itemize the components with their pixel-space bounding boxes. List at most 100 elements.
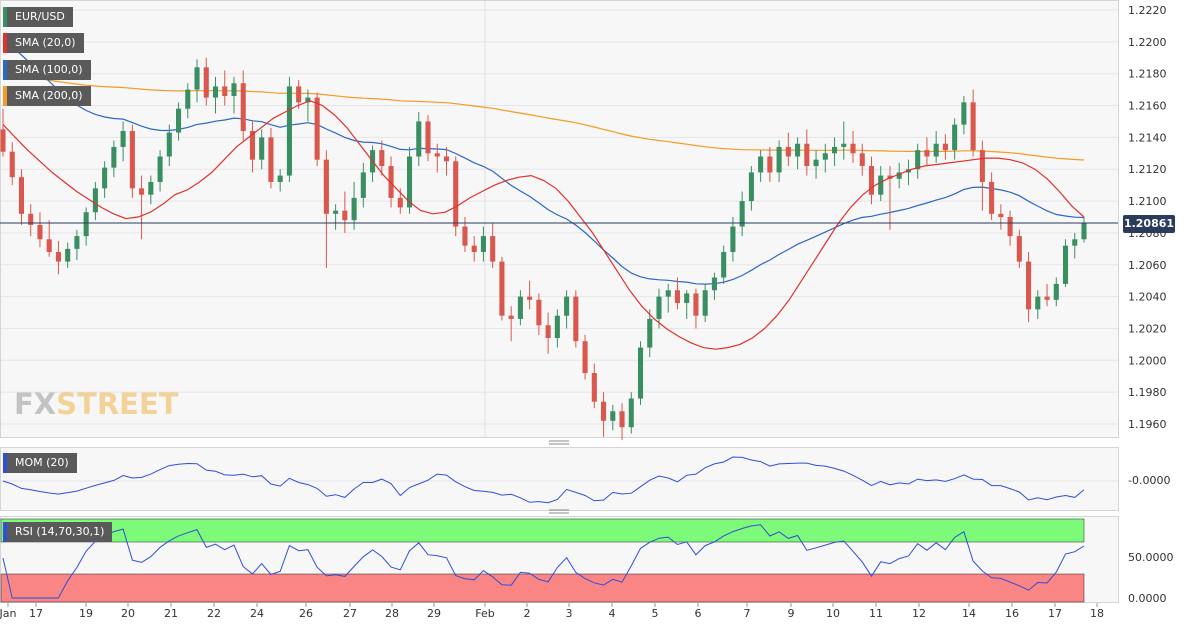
legend-sma20-label: SMA (20,0) (15, 36, 76, 49)
legend-sma20[interactable]: SMA (20,0) (3, 33, 84, 53)
candle-body (767, 156, 773, 173)
candle-body (924, 150, 930, 157)
candle-body (619, 411, 625, 428)
candle-body (517, 296, 523, 319)
candle-body (850, 143, 856, 154)
time-tick-label: 19 (79, 607, 93, 620)
candle-body (28, 213, 34, 225)
time-tick-label: 21 (164, 607, 178, 620)
candle-body (1016, 236, 1022, 262)
candle-body (379, 150, 385, 167)
time-tick-label: 7 (744, 607, 751, 620)
candle-body (684, 293, 690, 303)
sma200-line-group (2, 73, 1085, 161)
candle-body (508, 315, 514, 319)
legend-symbol-label: EUR/USD (15, 10, 65, 23)
candle-body (37, 224, 43, 240)
candle-body (1007, 217, 1013, 237)
candle-body (74, 236, 80, 249)
candle-body (388, 166, 394, 198)
mom-swatch (3, 453, 7, 473)
candle-body (878, 175, 884, 195)
current-price-tag: 1.20861 (1123, 215, 1175, 233)
time-tick-label: 3 (566, 607, 573, 620)
legend-mom[interactable]: MOM (20) (3, 453, 77, 473)
candle-body (536, 299, 542, 326)
candle-body (323, 159, 329, 214)
candle-body (795, 143, 801, 157)
time-tick-label: Feb (475, 607, 494, 620)
candle-body (471, 245, 477, 253)
time-tick-label: 16 (1005, 607, 1019, 620)
fxstreet-logo: FXSTREET (14, 387, 179, 421)
candle-body (120, 131, 126, 147)
logo-fx: FX (14, 387, 57, 421)
candle-body (674, 290, 681, 303)
candlestick-series (0, 57, 1087, 440)
legend-rsi[interactable]: RSI (14,70,30,1) (3, 522, 113, 542)
legend-symbol[interactable]: EUR/USD (3, 7, 73, 27)
candle-body (721, 252, 727, 278)
rsi-line (2, 524, 1085, 599)
candle-body (822, 153, 828, 160)
price-tick-label: 1.1980 (1128, 386, 1167, 399)
time-tick-label: 12 (912, 607, 926, 620)
candle-body (831, 146, 838, 154)
time-tick-label: 22 (207, 607, 221, 620)
candle-body (231, 83, 237, 96)
candle-body (212, 86, 219, 98)
candle-body (480, 236, 486, 253)
candle-body (601, 401, 607, 421)
rsi-oversold-zone (0, 573, 1085, 603)
candle-body (998, 213, 1004, 217)
candle-body (305, 97, 311, 103)
time-tick-label: 28 (385, 607, 399, 620)
candle-body (961, 102, 967, 125)
candle-body (693, 293, 699, 316)
price-tick-label: 1.2160 (1128, 100, 1167, 113)
panel-resize-handle-2[interactable] (549, 509, 569, 514)
candle-body (1026, 261, 1032, 310)
candle-body (9, 151, 15, 178)
rsi-swatch (3, 522, 7, 542)
candle-body (859, 153, 865, 167)
legend-sma200-label: SMA (200,0) (15, 89, 83, 102)
price-tick-label: 1.2220 (1128, 4, 1167, 17)
candle-body (979, 150, 985, 182)
candle-body (92, 188, 98, 213)
candle-body (55, 252, 61, 262)
candle-body (249, 131, 256, 160)
candle-body (194, 67, 200, 90)
legend-sma200[interactable]: SMA (200,0) (3, 86, 91, 106)
sma200-line (2, 73, 1085, 161)
price-tick-label: 1.2000 (1128, 354, 1167, 367)
candle-body (915, 150, 921, 170)
price-tick-label: 1.1960 (1128, 418, 1167, 431)
candle-body (1062, 245, 1069, 284)
legend-sma100[interactable]: SMA (100,0) (3, 60, 91, 80)
sma20-line-group (2, 100, 1085, 350)
time-tick-label: Jan (0, 607, 17, 620)
time-tick-label: 26 (299, 607, 313, 620)
time-tick-label: 17 (1048, 607, 1062, 620)
candle-body (545, 325, 551, 339)
candle-body (148, 181, 154, 195)
candle-body (83, 212, 89, 237)
legend-rsi-label: RSI (14,70,30,1) (15, 525, 105, 538)
sma20-line (2, 100, 1085, 350)
candle-body (1072, 239, 1078, 246)
time-tick-label: 24 (250, 607, 264, 620)
time-tick-label: 29 (427, 607, 441, 620)
candle-body (841, 143, 847, 147)
candle-body (711, 277, 717, 291)
candle-body (203, 67, 209, 98)
panel-resize-handle[interactable] (549, 440, 569, 445)
momentum-panel (0, 447, 1119, 511)
price-tick-label: 1.2120 (1128, 163, 1167, 176)
sma200-swatch (3, 86, 7, 106)
candle-body (637, 347, 644, 399)
price-tick-label: 1.2060 (1128, 259, 1167, 272)
candle-body (176, 108, 182, 133)
candle-body (1044, 296, 1050, 300)
sma100-line-group (2, 39, 1085, 285)
